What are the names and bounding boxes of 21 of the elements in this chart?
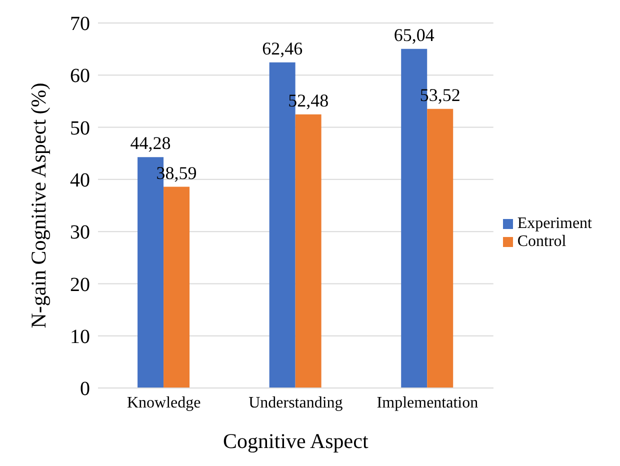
y-tick-label: 10 (70, 326, 90, 348)
y-tick-label: 30 (70, 222, 90, 244)
legend-label: Control (517, 233, 566, 250)
y-tick-label: 0 (80, 378, 90, 400)
y-tick-label: 70 (70, 13, 90, 36)
x-tick-label: Implementation (376, 394, 478, 412)
bar (295, 114, 322, 388)
y-tick-label: 20 (70, 274, 90, 296)
x-tick-label: Understanding (248, 394, 343, 412)
bar (427, 108, 454, 388)
x-tick-label: Knowledge (127, 394, 201, 412)
data-label: 62,46 (262, 38, 303, 58)
y-tick-label: 60 (70, 65, 90, 88)
data-label: 65,04 (394, 24, 434, 45)
y-axis-title: N-gain Cognitive Aspect (%) (26, 82, 50, 328)
legend-label: Experiment (517, 215, 592, 232)
data-label: 44,28 (130, 133, 171, 154)
y-tick-label: 50 (70, 117, 90, 140)
bar (164, 186, 190, 388)
x-axis-title: Cognitive Aspect (223, 429, 368, 453)
y-tick-label: 40 (70, 170, 90, 192)
